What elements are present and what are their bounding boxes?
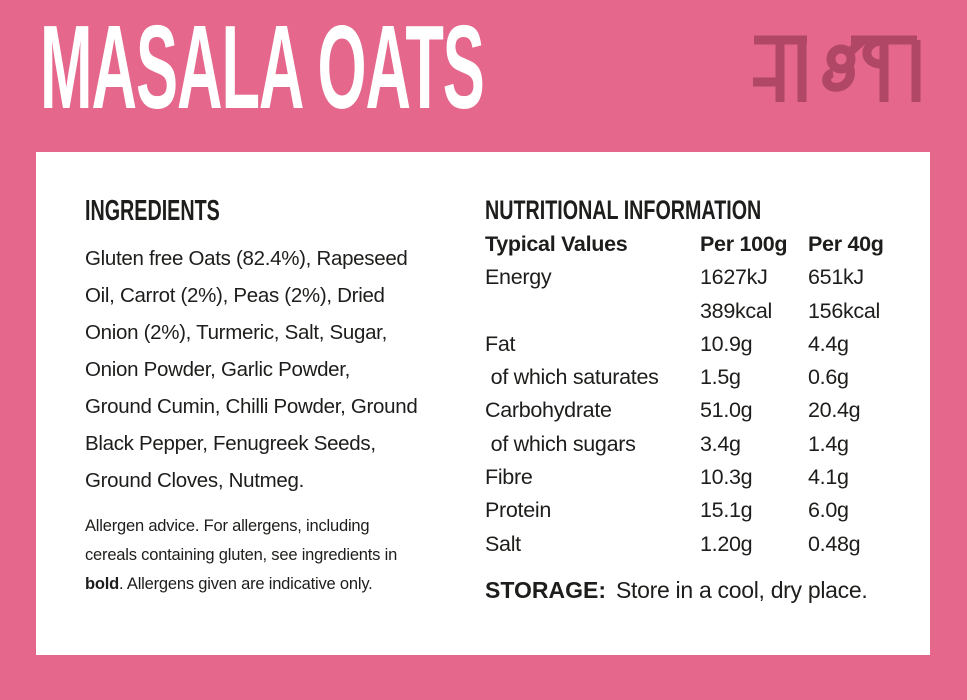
nutrient-per-40g: 0.6g — [808, 365, 849, 390]
nutrient-label: Salt — [485, 531, 521, 556]
nutrient-label: Energy — [485, 265, 552, 290]
ingredients-line: Oil, Carrot (2%), Peas (2%), Dried — [85, 284, 385, 307]
nutrient-per-100g: 51.0g — [700, 398, 753, 423]
nutrient-per-100g: 1627kJ — [700, 265, 768, 290]
ingredients-text: Gluten free Oats (82.4%), Rapeseed Oil, … — [85, 240, 475, 499]
allergen-bold-word: bold — [85, 575, 120, 593]
nutrient-per-100g: 15.1g — [700, 498, 753, 523]
nutrient-per-100g: 10.3g — [700, 465, 753, 490]
column-header-per-100g: Per 100g — [700, 232, 788, 256]
ingredients-line: Onion (2%), Turmeric, Salt, Sugar, — [85, 321, 387, 344]
nutrient-per-100g: 1.5g — [700, 365, 741, 390]
allergen-line: cereals containing gluten, see ingredien… — [85, 546, 398, 564]
product-title: MASALA OATS — [40, 1, 485, 134]
column-header-typical-values: Typical Values — [485, 232, 628, 256]
nutrient-per-40g: 6.0g — [808, 498, 849, 523]
brand-logo-devanagari-icon: नाश्ता — [753, 35, 921, 102]
allergen-line: Allergen advice. For allergens, includin… — [85, 517, 370, 535]
nutrient-label: Fat — [485, 331, 516, 356]
ingredients-line: Ground Cumin, Chilli Powder, Ground — [85, 395, 418, 418]
column-header-per-40g: Per 40g — [808, 232, 884, 256]
info-panel: INGREDIENTS Gluten free Oats (82.4%), Ra… — [36, 152, 930, 655]
ingredients-line: Gluten free Oats (82.4%), Rapeseed — [85, 247, 408, 270]
nutrient-label: Carbohydrate — [485, 398, 612, 423]
allergen-line: bold. Allergens given are indicative onl… — [85, 575, 373, 593]
ingredients-line: Black Pepper, Fenugreek Seeds, — [85, 432, 376, 455]
nutrient-per-100g: 10.9g — [700, 331, 753, 356]
nutrient-label — [485, 295, 700, 328]
ingredients-line: Onion Powder, Garlic Powder, — [85, 358, 351, 381]
nutrient-label: of which sugars — [485, 431, 636, 456]
ingredients-line: Ground Cloves, Nutmeg. — [85, 469, 305, 492]
ingredients-heading: INGREDIENTS — [85, 195, 220, 227]
storage-instructions: STORAGE: Store in a cool, dry place. — [485, 575, 868, 605]
nutrient-per-100g: 1.20g — [700, 531, 753, 556]
nutrient-per-40g: 651kJ — [808, 265, 864, 290]
nutrient-label: of which saturates — [485, 365, 659, 390]
nutrient-per-40g: 4.1g — [808, 465, 849, 490]
storage-label: STORAGE: — [485, 577, 606, 603]
nutrient-per-40g: 1.4g — [808, 431, 849, 456]
storage-text: Store in a cool, dry place. — [615, 577, 868, 603]
nutrient-per-40g: 0.48g — [808, 531, 861, 556]
nutrient-label: Protein — [485, 498, 552, 523]
nutrient-per-100g: 389kcal — [700, 298, 773, 323]
nutrient-label: Fibre — [485, 465, 533, 490]
nutrient-per-40g: 4.4g — [808, 331, 849, 356]
nutrient-per-40g: 156kcal — [808, 298, 881, 323]
nutrition-heading: NUTRITIONAL INFORMATION — [485, 195, 762, 225]
nutrition-table: Typical Values Per 100g Per 40g Energy 1… — [485, 228, 925, 561]
nutrient-per-40g: 20.4g — [808, 398, 861, 423]
allergen-advice: Allergen advice. For allergens, includin… — [85, 512, 455, 599]
nutrient-per-100g: 3.4g — [700, 431, 741, 456]
